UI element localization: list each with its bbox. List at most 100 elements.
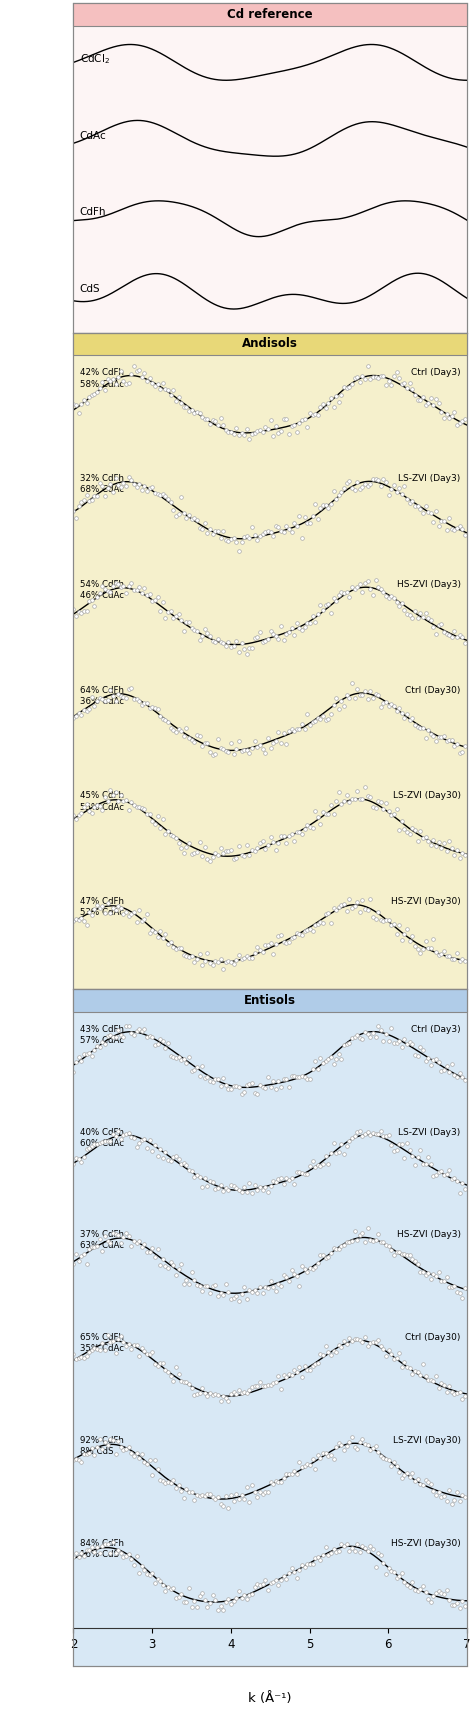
Point [422, 1047, 429, 1075]
Point [398, 1464, 406, 1491]
Point [309, 917, 316, 944]
Point [217, 1171, 224, 1198]
Point [225, 838, 232, 866]
Point [172, 1262, 180, 1289]
Point [380, 1549, 387, 1577]
Point [377, 362, 384, 389]
Point [180, 617, 188, 644]
Point [267, 1371, 274, 1399]
Point [206, 410, 214, 437]
Point [335, 387, 343, 415]
Point [222, 737, 229, 764]
Point [122, 684, 130, 711]
Point [93, 687, 101, 715]
Point [230, 1284, 237, 1311]
Point [73, 602, 80, 629]
Point [214, 1597, 222, 1625]
Point [293, 418, 301, 446]
Point [136, 470, 143, 497]
Point [359, 1123, 366, 1150]
Point [204, 728, 211, 756]
Point [80, 1241, 88, 1268]
Point [354, 572, 361, 600]
Text: 84% CdFh
16% CdS: 84% CdFh 16% CdS [80, 1539, 124, 1558]
Point [314, 1441, 321, 1469]
Point [204, 1064, 211, 1092]
Point [267, 518, 274, 545]
Point [91, 1037, 98, 1064]
Point [175, 830, 182, 857]
Point [267, 1469, 274, 1496]
Point [222, 1270, 229, 1297]
Point [419, 384, 427, 411]
Point [159, 806, 166, 833]
Point [170, 605, 177, 632]
Point [337, 478, 345, 506]
Point [438, 723, 445, 751]
Point [188, 1157, 195, 1184]
Point [170, 1042, 177, 1070]
Point [164, 1573, 172, 1601]
Point [340, 1032, 348, 1059]
Point [269, 1369, 277, 1397]
Point [377, 574, 384, 602]
Point [177, 718, 185, 746]
Point [361, 1229, 369, 1256]
Point [359, 1532, 366, 1560]
Point [209, 406, 217, 434]
Point [256, 936, 264, 963]
Point [319, 1150, 327, 1178]
Point [458, 624, 466, 651]
Point [219, 518, 227, 545]
Point [280, 519, 287, 547]
Point [438, 939, 445, 967]
Point [222, 1071, 229, 1099]
Point [366, 884, 374, 912]
Point [70, 1543, 77, 1570]
Point [314, 600, 321, 627]
Point [238, 1481, 246, 1508]
Point [130, 1551, 137, 1579]
Point [303, 608, 311, 636]
Point [424, 1143, 432, 1171]
Point [70, 1251, 77, 1279]
Point [369, 581, 377, 608]
Point [269, 828, 277, 855]
Point [156, 375, 164, 403]
Point [122, 1011, 130, 1039]
Point [99, 1130, 106, 1157]
Point [351, 1325, 358, 1352]
Point [119, 900, 127, 927]
Point [143, 476, 151, 504]
Point [291, 828, 298, 855]
Point [337, 1130, 345, 1157]
Point [233, 1380, 240, 1407]
Point [228, 1481, 235, 1508]
Point [314, 704, 321, 732]
Point [182, 1368, 190, 1395]
Point [209, 1068, 217, 1095]
Point [335, 1332, 343, 1359]
Point [417, 1361, 424, 1388]
Point [309, 602, 316, 629]
Point [332, 684, 340, 711]
Point [374, 1327, 382, 1354]
Point [438, 1058, 445, 1085]
Point [104, 1531, 111, 1558]
Point [151, 694, 159, 722]
Point [364, 1214, 372, 1241]
Point [409, 375, 416, 403]
Point [414, 1577, 421, 1604]
Point [109, 1529, 117, 1556]
Point [311, 1544, 319, 1572]
Point [248, 1471, 256, 1498]
Point [361, 773, 369, 800]
Point [233, 1584, 240, 1611]
Point [204, 519, 211, 547]
Point [417, 1034, 424, 1061]
Point [446, 1274, 453, 1301]
Point [343, 1131, 350, 1159]
Point [93, 1130, 101, 1157]
Point [138, 579, 146, 607]
Point [322, 1534, 329, 1561]
